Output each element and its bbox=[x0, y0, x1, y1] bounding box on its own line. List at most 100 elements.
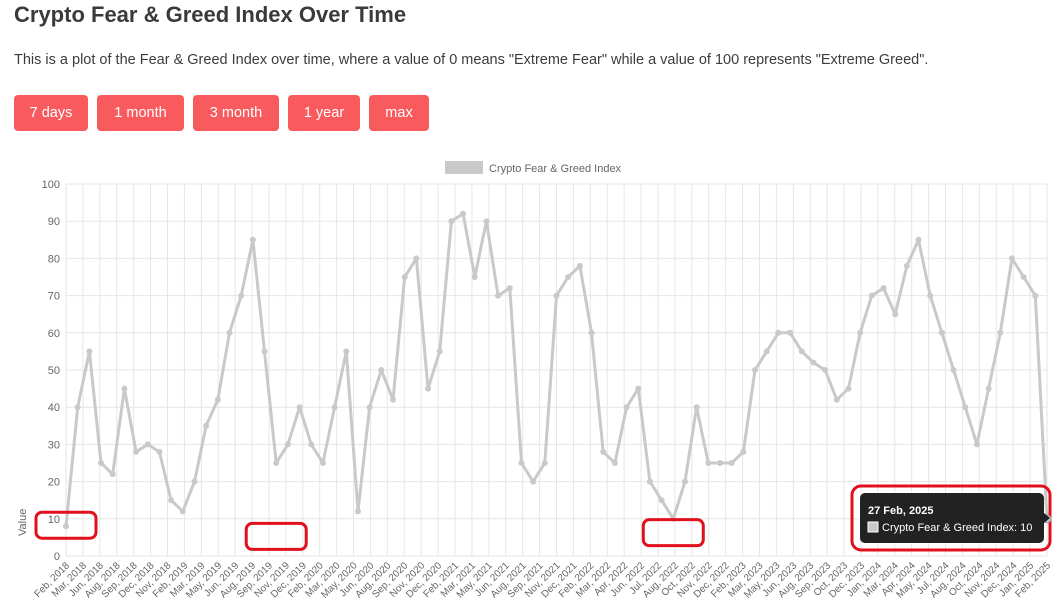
data-point bbox=[483, 218, 490, 225]
data-point bbox=[752, 367, 759, 373]
data-point bbox=[530, 478, 537, 485]
data-point bbox=[635, 385, 642, 392]
y-tick-label: 80 bbox=[48, 253, 60, 265]
highlight-box bbox=[244, 521, 308, 551]
time-range-selector: 7 days 1 month 3 month 1 year max bbox=[14, 95, 438, 131]
data-point bbox=[553, 292, 560, 299]
data-point bbox=[658, 497, 665, 504]
data-point bbox=[833, 396, 840, 403]
data-point bbox=[787, 329, 794, 336]
data-point bbox=[471, 274, 478, 280]
data-point bbox=[857, 329, 864, 336]
data-point bbox=[868, 292, 875, 299]
data-point bbox=[915, 236, 922, 243]
fear-greed-chart[interactable]: Crypto Fear & Greed Index Value 0 10 20 30 4… bbox=[0, 150, 1064, 599]
data-point bbox=[1020, 274, 1027, 280]
data-point bbox=[810, 359, 817, 366]
data-point bbox=[354, 508, 361, 515]
data-point bbox=[133, 448, 140, 455]
tooltip-title: 27 Feb, 2025 bbox=[868, 505, 933, 517]
y-tick-label: 0 bbox=[54, 551, 60, 563]
data-point bbox=[576, 262, 583, 269]
y-tick-label: 70 bbox=[48, 291, 60, 303]
data-point bbox=[938, 329, 945, 336]
data-point bbox=[226, 329, 233, 336]
y-tick-label: 10 bbox=[48, 514, 60, 526]
data-point bbox=[728, 460, 735, 466]
data-point bbox=[121, 385, 128, 392]
data-point bbox=[693, 404, 700, 411]
range-1-year-button[interactable]: 1 year bbox=[288, 95, 360, 131]
data-point bbox=[413, 255, 420, 262]
data-point bbox=[109, 471, 116, 478]
data-point bbox=[284, 441, 291, 448]
data-point bbox=[681, 478, 688, 485]
data-point bbox=[588, 329, 595, 336]
data-point bbox=[401, 274, 408, 280]
data-point bbox=[296, 404, 303, 411]
data-point bbox=[448, 218, 455, 225]
data-point bbox=[495, 292, 502, 299]
legend-swatch bbox=[445, 161, 483, 174]
data-point bbox=[86, 348, 93, 355]
data-point bbox=[331, 404, 338, 411]
chart-legend[interactable]: Crypto Fear & Greed Index bbox=[445, 161, 622, 175]
range-max-button[interactable]: max bbox=[369, 95, 429, 131]
data-point bbox=[343, 348, 350, 355]
data-point bbox=[156, 448, 163, 455]
data-point bbox=[541, 460, 548, 466]
data-point bbox=[1032, 292, 1039, 299]
data-point bbox=[203, 422, 210, 429]
y-axis-label: Value bbox=[17, 509, 29, 536]
chart-grid bbox=[65, 183, 1048, 557]
data-point bbox=[822, 367, 829, 373]
data-point bbox=[623, 404, 630, 411]
data-point bbox=[997, 329, 1004, 336]
data-point bbox=[366, 404, 373, 411]
data-point bbox=[249, 236, 256, 243]
data-point bbox=[506, 285, 513, 292]
tooltip-body: Crypto Fear & Greed Index: 10 bbox=[882, 522, 1032, 534]
data-point bbox=[962, 404, 969, 411]
series-fear-greed bbox=[63, 210, 1050, 530]
data-point bbox=[319, 460, 326, 466]
data-point bbox=[985, 385, 992, 392]
y-tick-label: 100 bbox=[42, 179, 60, 191]
data-point bbox=[565, 274, 572, 280]
data-point bbox=[191, 478, 198, 485]
range-7-days-button[interactable]: 7 days bbox=[14, 95, 88, 131]
data-point bbox=[646, 478, 653, 485]
data-point bbox=[950, 367, 957, 373]
range-3-month-button[interactable]: 3 month bbox=[193, 95, 279, 131]
data-point bbox=[927, 292, 934, 299]
highlight-box bbox=[34, 510, 98, 540]
data-point bbox=[436, 348, 443, 355]
data-point bbox=[98, 460, 105, 466]
data-point bbox=[798, 348, 805, 355]
data-point bbox=[308, 441, 315, 448]
highlight-box bbox=[641, 518, 705, 548]
data-point bbox=[705, 460, 712, 466]
y-tick-label: 40 bbox=[48, 402, 60, 414]
chart-tooltip: 27 Feb, 2025 Crypto Fear & Greed Index: … bbox=[860, 493, 1050, 543]
data-point bbox=[460, 210, 467, 217]
data-point bbox=[74, 404, 81, 411]
y-axis-ticks: 0 10 20 30 40 50 60 70 80 90 100 bbox=[42, 179, 60, 563]
page-title: Crypto Fear & Greed Index Over Time bbox=[14, 2, 407, 27]
data-point bbox=[845, 385, 852, 392]
data-point bbox=[717, 460, 723, 466]
data-point bbox=[273, 460, 280, 466]
y-tick-label: 60 bbox=[48, 328, 60, 340]
data-point bbox=[390, 396, 396, 403]
data-point bbox=[261, 348, 268, 355]
page-description: This is a plot of the Fear & Greed Index… bbox=[14, 52, 929, 68]
data-point bbox=[880, 285, 887, 292]
data-point bbox=[1008, 255, 1015, 262]
tooltip-swatch bbox=[867, 521, 879, 533]
data-point bbox=[144, 441, 151, 448]
data-point bbox=[892, 311, 899, 318]
data-point bbox=[611, 460, 618, 466]
range-1-month-button[interactable]: 1 month bbox=[97, 95, 184, 131]
tooltip-box bbox=[860, 493, 1044, 543]
